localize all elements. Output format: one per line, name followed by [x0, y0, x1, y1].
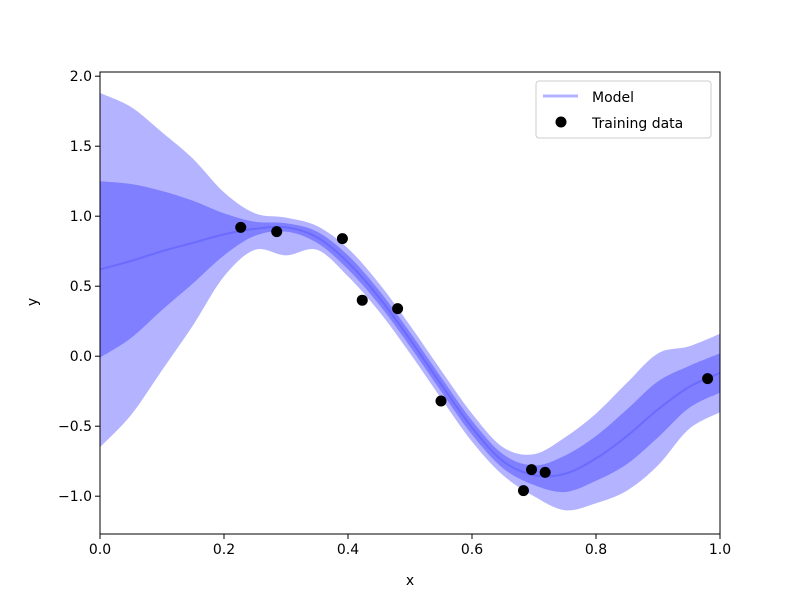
training-points: [235, 221, 714, 497]
training-data-point: [356, 294, 368, 306]
y-axis-label: y: [25, 298, 41, 306]
y-axis: −1.0 −0.5 0.0 0.5 1.0 1.5 2.0: [58, 69, 100, 505]
training-data-point: [702, 373, 714, 385]
mean-line-group: [99, 225, 721, 478]
legend-training-marker: [555, 116, 567, 128]
training-data-point: [235, 221, 247, 233]
model-mean-line: [99, 225, 721, 478]
x-tick-label: 0.0: [89, 542, 111, 558]
legend-model-label: Model: [592, 90, 634, 106]
inner-confidence-band: [100, 181, 720, 493]
x-tick-label: 0.2: [213, 542, 235, 558]
y-tick-label: −0.5: [58, 419, 92, 435]
confidence-bands: [100, 93, 720, 511]
training-data-point: [336, 233, 348, 245]
x-tick-label: 0.8: [585, 542, 607, 558]
x-axis-label: x: [406, 573, 414, 589]
y-tick-label: −1.0: [58, 489, 92, 505]
y-tick-label: 0.0: [70, 349, 92, 365]
outer-confidence-band: [100, 93, 720, 511]
y-tick-label: 1.0: [70, 209, 92, 225]
training-data-point: [539, 466, 551, 478]
y-tick-label: 1.5: [70, 139, 92, 155]
y-tick-label: 0.5: [70, 279, 92, 295]
legend-box: [535, 80, 712, 139]
legend-training-label: Training data: [591, 116, 683, 132]
plot-frame: [99, 71, 721, 535]
x-tick-label: 1.0: [709, 542, 731, 558]
y-tick-label: 2.0: [70, 69, 92, 85]
training-data-point: [517, 485, 529, 497]
legend: Model Training data: [535, 80, 712, 139]
training-data-point: [435, 395, 447, 407]
x-tick-label: 0.6: [461, 542, 483, 558]
training-data-point: [526, 464, 538, 476]
training-data-point: [271, 226, 283, 238]
x-tick-label: 0.4: [337, 542, 359, 558]
x-axis: 0.0 0.2 0.4 0.6 0.8 1.0: [89, 534, 731, 558]
training-data-point: [392, 303, 404, 315]
